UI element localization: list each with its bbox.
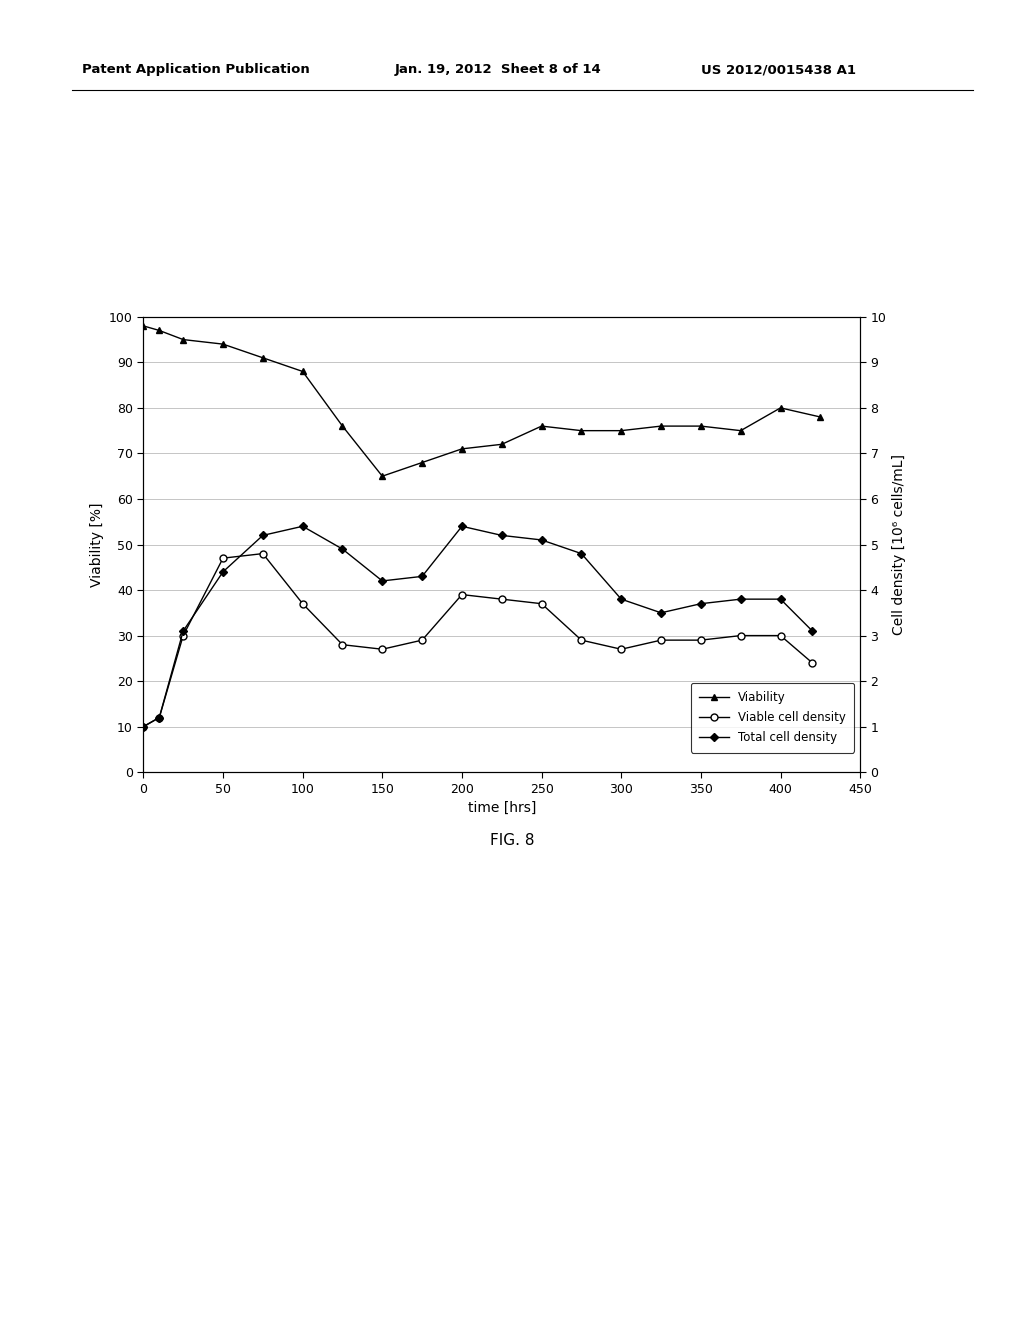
Total cell density: [536, 532, 548, 548]
Viable cell density: [297, 595, 309, 611]
Total cell density: [416, 569, 428, 585]
Viability: [496, 437, 508, 453]
Total cell density: [615, 591, 628, 607]
Total cell density: [137, 718, 150, 734]
Viable cell density: [154, 710, 166, 726]
Viable cell density: [257, 545, 269, 561]
Viability: [814, 409, 826, 425]
Viable cell density: [615, 642, 628, 657]
Line: Viability: Viability: [140, 322, 824, 479]
Viability: [154, 322, 166, 338]
Line: Total cell density: Total cell density: [140, 523, 815, 730]
Total cell density: [496, 528, 508, 544]
Viable cell density: [655, 632, 668, 648]
Viability: [575, 422, 588, 438]
Total cell density: [336, 541, 348, 557]
Legend: Viability, Viable cell density, Total cell density: Viability, Viable cell density, Total ce…: [691, 682, 854, 752]
Viability: [734, 422, 746, 438]
X-axis label: time [hrs]: time [hrs]: [468, 801, 536, 816]
Text: Patent Application Publication: Patent Application Publication: [82, 63, 309, 77]
Viability: [336, 418, 348, 434]
Total cell density: [734, 591, 746, 607]
Viability: [177, 331, 189, 347]
Viability: [536, 418, 548, 434]
Viability: [655, 418, 668, 434]
Total cell density: [376, 573, 388, 589]
Viable cell density: [336, 636, 348, 652]
Y-axis label: Viability [%]: Viability [%]: [89, 502, 103, 587]
Viable cell density: [536, 595, 548, 611]
Total cell density: [217, 564, 229, 579]
Text: FIG. 8: FIG. 8: [489, 833, 535, 847]
Viability: [456, 441, 468, 457]
Viable cell density: [137, 718, 150, 734]
Viable cell density: [806, 655, 818, 671]
Total cell density: [456, 519, 468, 535]
Text: Jan. 19, 2012  Sheet 8 of 14: Jan. 19, 2012 Sheet 8 of 14: [394, 63, 601, 77]
Viability: [615, 422, 628, 438]
Total cell density: [177, 623, 189, 639]
Viability: [694, 418, 707, 434]
Viability: [137, 318, 150, 334]
Total cell density: [655, 605, 668, 620]
Viability: [774, 400, 786, 416]
Y-axis label: Cell density [10⁶ cells/mL]: Cell density [10⁶ cells/mL]: [892, 454, 906, 635]
Viable cell density: [694, 632, 707, 648]
Viability: [297, 363, 309, 379]
Viability: [416, 454, 428, 470]
Viable cell density: [217, 550, 229, 566]
Viable cell density: [774, 628, 786, 644]
Total cell density: [297, 519, 309, 535]
Viable cell density: [456, 586, 468, 602]
Viable cell density: [734, 628, 746, 644]
Viability: [376, 469, 388, 484]
Total cell density: [694, 595, 707, 611]
Viable cell density: [496, 591, 508, 607]
Viable cell density: [416, 632, 428, 648]
Total cell density: [575, 545, 588, 561]
Total cell density: [257, 528, 269, 544]
Viability: [257, 350, 269, 366]
Line: Viable cell density: Viable cell density: [140, 550, 816, 730]
Viable cell density: [376, 642, 388, 657]
Viable cell density: [177, 628, 189, 644]
Total cell density: [154, 710, 166, 726]
Total cell density: [774, 591, 786, 607]
Text: US 2012/0015438 A1: US 2012/0015438 A1: [701, 63, 856, 77]
Viability: [217, 337, 229, 352]
Viable cell density: [575, 632, 588, 648]
Total cell density: [806, 623, 818, 639]
